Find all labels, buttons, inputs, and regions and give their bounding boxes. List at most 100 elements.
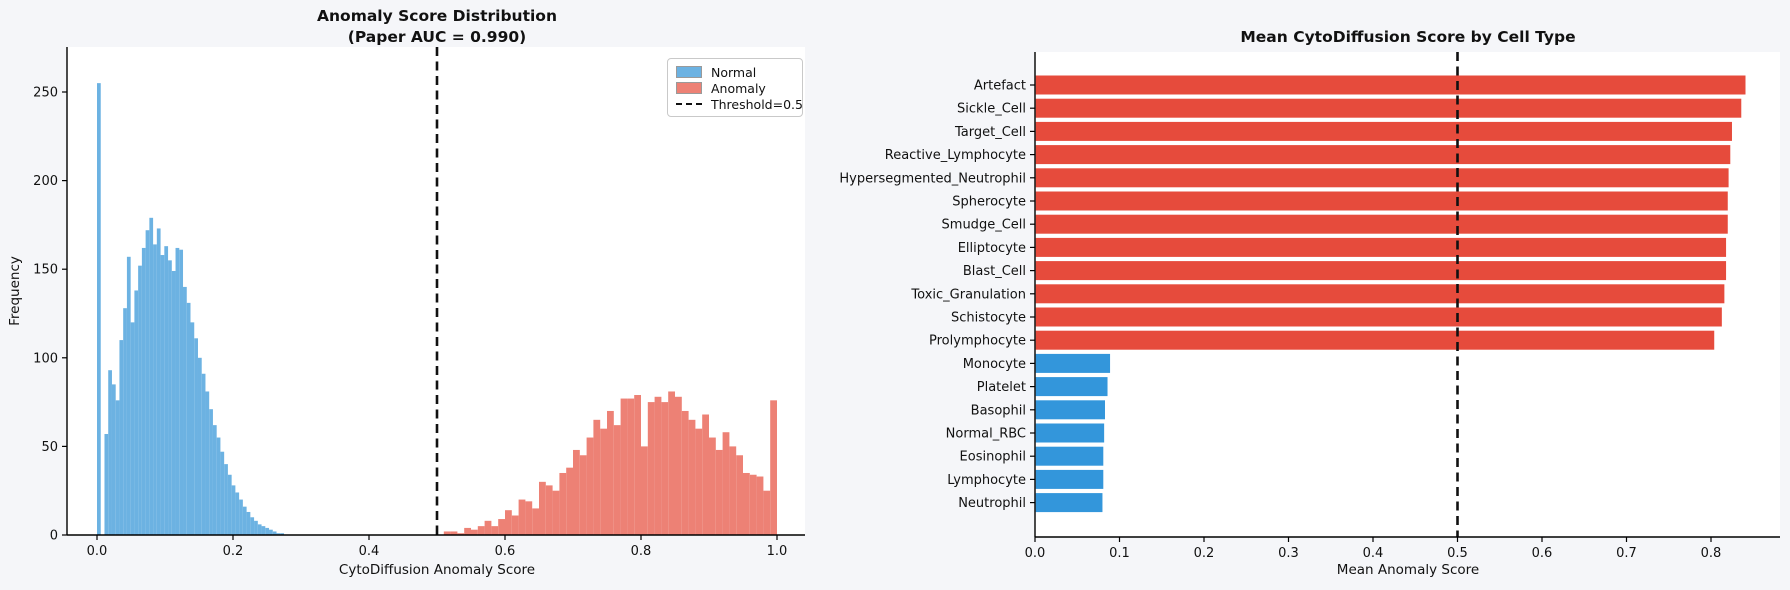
histogram-bar-normal	[134, 290, 139, 535]
histogram-bar-anomaly	[627, 398, 635, 535]
histogram-bar-anomaly	[613, 425, 621, 535]
histogram-bar-normal	[156, 228, 161, 535]
histogram-bar-anomaly	[763, 490, 771, 535]
category-label: Target_Cell	[954, 125, 1026, 140]
histogram-bar-normal	[175, 247, 180, 535]
histogram-bar-normal	[205, 391, 210, 535]
legend-label-normal: Normal	[711, 64, 757, 80]
histogram-bar-normal	[160, 255, 165, 536]
histogram-bar-anomaly	[668, 391, 675, 535]
x-tick-label: 0.1	[1109, 546, 1130, 561]
histogram-bar-anomaly	[443, 531, 451, 535]
x-tick-label: 0.4	[1363, 546, 1384, 561]
histogram-bar-anomaly	[484, 520, 492, 535]
bar-eosinophil	[1035, 446, 1104, 466]
legend-item-threshold: Threshold=0.5	[676, 96, 803, 112]
histogram-bar-normal	[265, 527, 270, 535]
bar-schistocyte	[1035, 307, 1722, 327]
x-tick-label: 0.5	[1447, 546, 1468, 561]
histogram-bar-normal	[239, 499, 243, 535]
y-tick-label: 150	[33, 263, 58, 278]
histogram-bar-anomaly	[675, 396, 682, 535]
histogram-bar-normal	[209, 409, 213, 535]
histogram-bar-normal	[119, 340, 124, 535]
y-tick-label: 0	[50, 529, 58, 544]
category-label: Spherocyte	[952, 195, 1026, 210]
histogram-bar-normal	[123, 308, 127, 535]
bar-normal_rbc	[1035, 423, 1105, 443]
left-chart-xlabel: CytoDiffusion Anomaly Score	[338, 562, 536, 578]
category-label: Lymphocyte	[947, 473, 1026, 488]
category-label: Reactive_Lymphocyte	[885, 148, 1026, 163]
histogram-bar-anomaly	[539, 481, 546, 535]
histogram-bar-anomaly	[607, 410, 614, 535]
histogram-bar-normal	[111, 384, 116, 535]
histogram-bar-anomaly	[573, 449, 580, 535]
category-label: Normal_RBC	[946, 427, 1026, 442]
histogram-bar-anomaly	[681, 410, 689, 535]
x-tick-label: 0.0	[1025, 546, 1046, 561]
histogram-bar-normal	[108, 370, 112, 535]
histogram-bar-normal	[224, 464, 228, 535]
normal-swatch-icon	[676, 66, 702, 78]
histogram-bar-anomaly	[634, 395, 641, 535]
histogram-bar-normal	[216, 437, 221, 535]
left-chart-ylabel: Frequency	[7, 256, 23, 326]
histogram-bar-normal	[164, 246, 169, 535]
category-label: Sickle_Cell	[957, 102, 1026, 117]
bar-monocyte	[1035, 353, 1111, 373]
histogram-bar-anomaly	[491, 526, 499, 535]
category-label: Schistocyte	[951, 311, 1026, 326]
histogram-bar-anomaly	[511, 515, 519, 535]
histogram-bar-normal	[149, 217, 154, 535]
histogram-bar-anomaly	[566, 467, 573, 535]
bar-prolymphocyte	[1035, 330, 1715, 350]
category-label: Blast_Cell	[963, 264, 1026, 279]
bar-lymphocyte	[1035, 469, 1104, 489]
right-chart-xlabel: Mean Anomaly Score	[1336, 562, 1480, 578]
histogram-bar-anomaly	[709, 437, 716, 535]
histogram-bar-normal	[231, 485, 236, 535]
x-tick-label: 0.8	[631, 544, 652, 559]
histogram-bar-anomaly	[477, 526, 485, 535]
histogram-bar-normal	[115, 400, 120, 535]
histogram-bar-anomaly	[729, 446, 737, 535]
bar-platelet	[1035, 377, 1108, 397]
histogram-bar-anomaly	[600, 428, 607, 535]
histogram-bar-anomaly	[770, 400, 777, 535]
bar-blast_cell	[1035, 261, 1727, 281]
left-chart-title-line2: (Paper AUC = 0.990)	[347, 28, 527, 46]
histogram-bar-anomaly	[586, 437, 594, 535]
category-label: Artefact	[974, 79, 1026, 94]
histogram-bar-anomaly	[695, 428, 703, 535]
histogram-bar-normal	[183, 286, 187, 535]
x-tick-label: 0.7	[1616, 546, 1637, 561]
histogram-bar-anomaly	[620, 398, 628, 535]
histogram-bar-normal	[227, 474, 232, 535]
histogram-bar-normal	[141, 247, 146, 535]
bar-hypersegmented_neutrophil	[1035, 168, 1729, 188]
bar-neutrophil	[1035, 493, 1103, 513]
histogram-bar-anomaly	[559, 472, 567, 535]
category-label: Eosinophil	[960, 450, 1026, 465]
bar-smudge_cell	[1035, 214, 1728, 234]
histogram-bar-normal	[171, 270, 176, 535]
category-label: Platelet	[977, 380, 1026, 395]
histogram-bar-normal	[250, 517, 255, 535]
x-tick-label: 0.8	[1701, 546, 1722, 561]
bar-elliptocyte	[1035, 237, 1727, 257]
right-chart-title: Mean CytoDiffusion Score by Cell Type	[1240, 28, 1576, 46]
histogram-bar-anomaly	[722, 432, 730, 535]
histogram-bar-normal	[269, 529, 273, 535]
histogram-bar-anomaly	[498, 519, 505, 535]
histogram-bar-anomaly	[661, 402, 669, 535]
histogram-bar-normal	[201, 373, 206, 535]
left-chart-title-line1: Anomaly Score Distribution	[317, 7, 557, 25]
histogram-bar-normal	[138, 265, 142, 535]
x-tick-label: 0.0	[87, 544, 108, 559]
histogram-bar-normal	[246, 511, 251, 535]
histogram-bar-anomaly	[464, 527, 471, 535]
x-tick-label: 0.2	[1194, 546, 1215, 561]
